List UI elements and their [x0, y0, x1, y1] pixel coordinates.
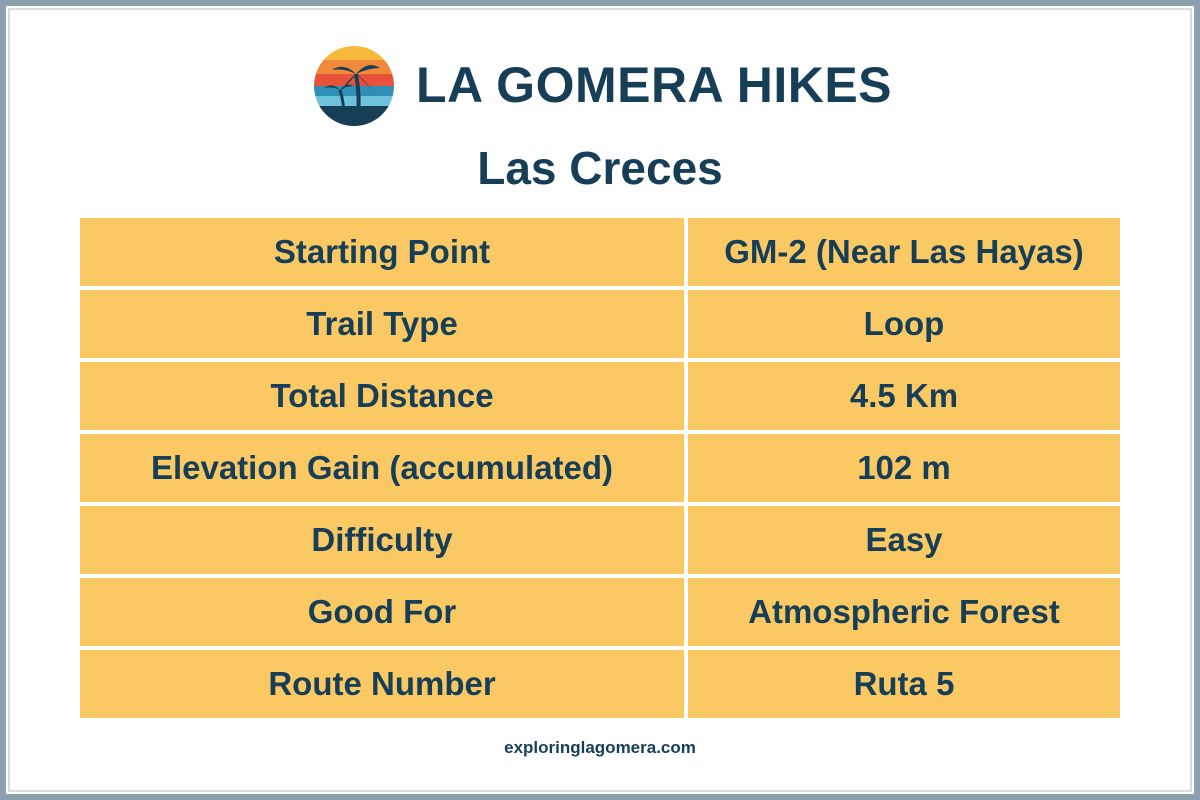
info-table: Starting Point GM-2 (Near Las Hayas) Trail…: [80, 218, 1120, 718]
row-value: Loop: [688, 290, 1120, 358]
row-label: Total Distance: [80, 362, 684, 430]
logo: [314, 46, 394, 126]
row-value: Ruta 5: [688, 650, 1120, 718]
row-label: Route Number: [80, 650, 684, 718]
row-label: Elevation Gain (accumulated): [80, 434, 684, 502]
footer-url: exploringlagomera.com: [504, 738, 696, 757]
row-label: Good For: [80, 578, 684, 646]
row-label: Starting Point: [80, 218, 684, 286]
row-label: Difficulty: [80, 506, 684, 574]
row-value: 102 m: [688, 434, 1120, 502]
row-value: Atmospheric Forest: [688, 578, 1120, 646]
title: LA GOMERA HIKES: [416, 57, 893, 113]
row-value: GM-2 (Near Las Hayas): [688, 218, 1120, 286]
row-value: Easy: [688, 506, 1120, 574]
subtitle: Las Creces: [477, 142, 723, 194]
row-value: 4.5 Km: [688, 362, 1120, 430]
row-label: Trail Type: [80, 290, 684, 358]
